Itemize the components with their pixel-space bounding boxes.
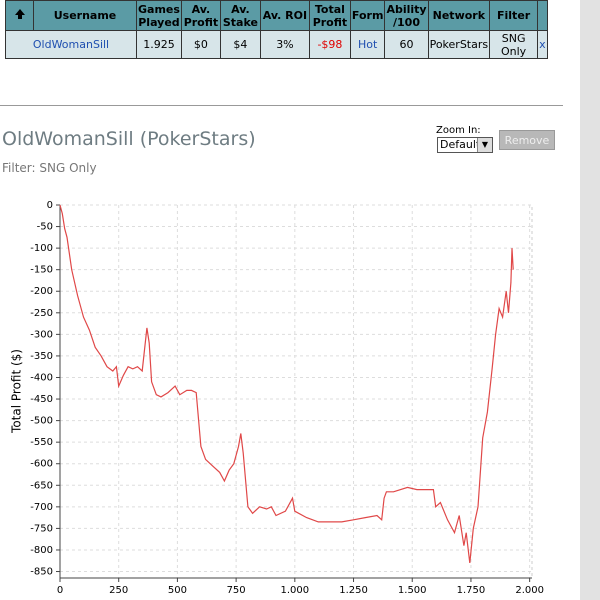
y-tick-label: -250	[30, 308, 53, 319]
x-tick-label: 250	[109, 585, 128, 596]
scrollbar[interactable]	[580, 0, 600, 600]
x-tick-label: 0	[57, 585, 63, 596]
cell: Hot	[349, 30, 386, 59]
cell: $4	[219, 30, 261, 59]
remove-link[interactable]: x	[537, 30, 548, 59]
x-tick-label: 1.000	[281, 585, 310, 596]
x-tick-label: 1.750	[457, 585, 486, 596]
zoom-label: Zoom In:	[436, 125, 481, 136]
dropdown-arrow: ▼	[477, 138, 492, 152]
divider	[0, 105, 563, 106]
y-tick-label: -700	[30, 502, 53, 513]
y-tick-label: -200	[30, 286, 53, 297]
y-axis-label: Total Profit ($)	[10, 349, 24, 434]
header-cell[interactable]: Games Played	[136, 0, 182, 31]
cell: $0	[180, 30, 221, 59]
filter-text: Filter: SNG Only	[2, 161, 97, 175]
cell: 60	[384, 30, 429, 59]
y-tick-label: -450	[30, 394, 53, 405]
y-tick-label: -100	[30, 243, 53, 254]
cell: 1.925	[136, 30, 182, 59]
x-tick-label: 1.500	[398, 585, 427, 596]
chart: Total Profit ($) 0 -50 -100 -150 -200 -250 -30…	[10, 200, 544, 596]
y-tick-label: -850	[30, 567, 53, 578]
y-tick-label: -600	[30, 459, 53, 470]
y-tick-label: -550	[30, 437, 53, 448]
header-cell[interactable]: Username	[33, 0, 137, 31]
y-tick-label: 0	[47, 200, 53, 211]
zoom-option: Default	[440, 138, 481, 151]
stats-table: Username Games Played Av. Profit Av. Sta…	[5, 0, 548, 59]
plot-area	[59, 204, 533, 579]
header-cell[interactable]: Form	[349, 0, 386, 31]
cell: SNG Only	[489, 30, 539, 59]
header-cell	[537, 0, 548, 31]
x-tick-label: 1.250	[339, 585, 368, 596]
header-cell[interactable]: Network	[427, 0, 491, 31]
header-cell[interactable]: Av. ROI	[259, 0, 310, 31]
profit-line	[59, 204, 514, 563]
x-tick-label: 2.000	[515, 585, 544, 596]
x-tick-label: 750	[227, 585, 246, 596]
header-cell[interactable]: Filter	[489, 0, 539, 31]
username[interactable]: OldWomanSill	[5, 30, 137, 59]
arrow-icon	[14, 9, 25, 19]
y-tick-label: -300	[30, 329, 53, 340]
header-cell[interactable]: Av. Profit	[180, 0, 221, 31]
y-tick-label: -750	[30, 523, 53, 534]
y-tick-label: -800	[30, 545, 53, 556]
zoom-select[interactable]: Default ▼	[437, 137, 493, 153]
header-cell[interactable]: Total Profit	[308, 0, 351, 31]
cell: PokerStars	[427, 30, 491, 59]
header-cell[interactable]: Av. Stake	[219, 0, 261, 31]
remove-button[interactable]: Remove	[499, 130, 555, 150]
header-cell[interactable]: Ability /100	[384, 0, 429, 31]
cell: 3%	[259, 30, 310, 59]
player-title: OldWomanSill (PokerStars)	[2, 128, 256, 150]
y-tick-label: -400	[30, 372, 53, 383]
sort-arrow[interactable]	[5, 0, 34, 31]
y-tick-label: -50	[37, 222, 53, 233]
y-tick-label: -150	[30, 265, 53, 276]
cell: -$98	[308, 30, 351, 59]
y-tick-label: -650	[30, 480, 53, 491]
x-tick-label: 500	[168, 585, 187, 596]
y-tick-label: -500	[30, 416, 53, 427]
y-tick-label: -350	[30, 351, 53, 362]
